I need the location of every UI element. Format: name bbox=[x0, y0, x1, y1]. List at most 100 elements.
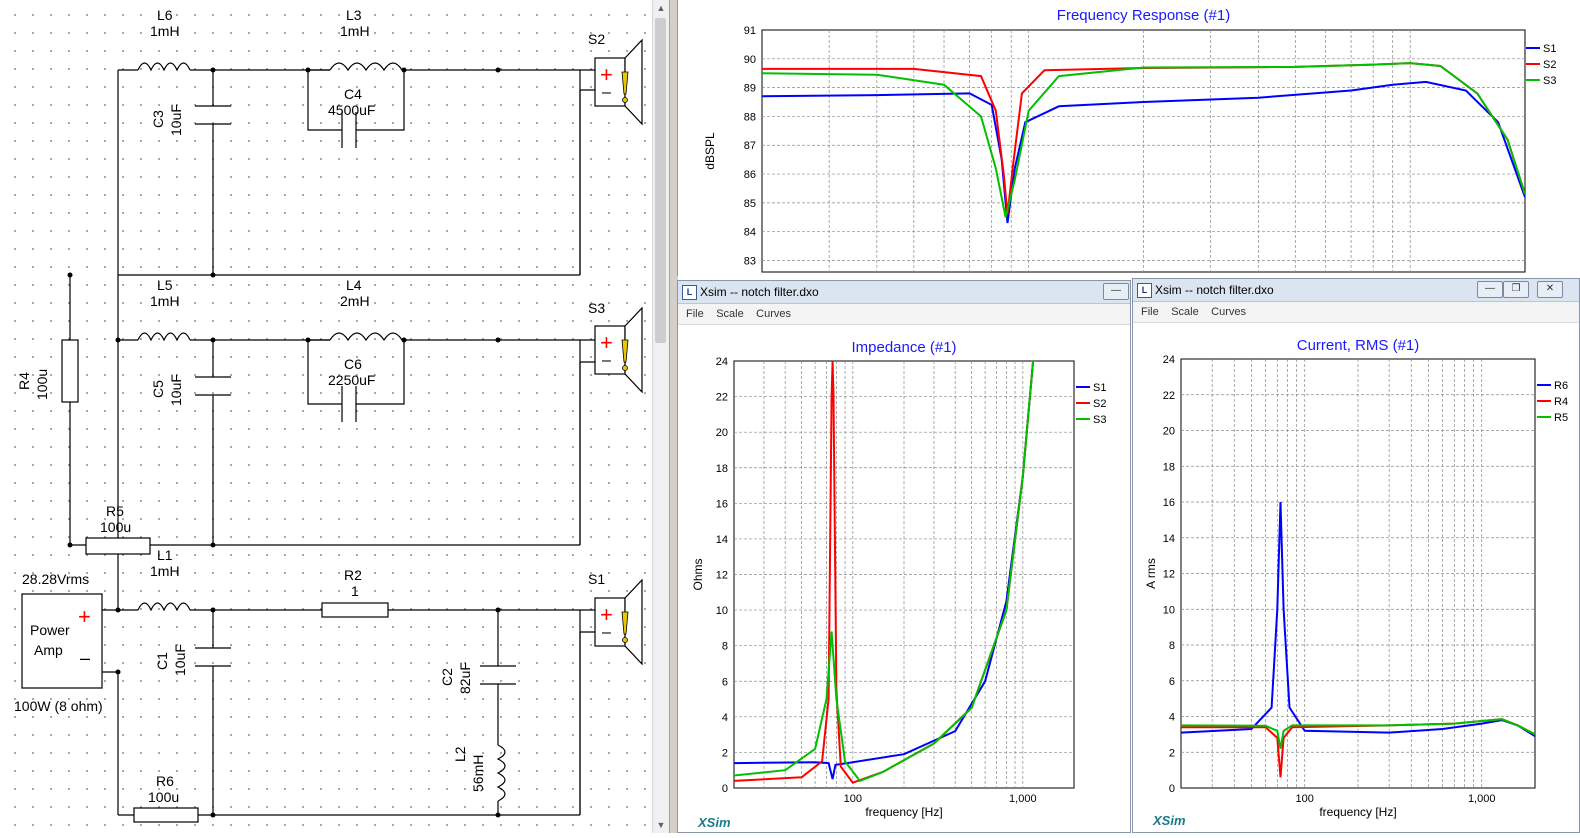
x-tick-label: 1,000 bbox=[1009, 793, 1037, 805]
label-l1-name: L1 bbox=[157, 547, 173, 563]
impedance-window[interactable]: L Xsim -- notch filter.dxo — File Scale … bbox=[677, 280, 1131, 833]
app-icon: L bbox=[1137, 283, 1152, 298]
speaker-s2-minus-icon: – bbox=[602, 84, 611, 101]
schematic-vertical-scrollbar[interactable]: ▲ ▼ bbox=[652, 0, 669, 833]
chart-title: Frequency Response (#1) bbox=[1057, 7, 1230, 24]
minimize-icon[interactable]: — bbox=[1477, 281, 1503, 298]
speaker-s3-box bbox=[594, 325, 626, 375]
y-tick-label: 87 bbox=[744, 140, 756, 152]
label-c6-name: C6 bbox=[344, 356, 362, 372]
speaker-s1-minus-icon: – bbox=[602, 624, 611, 641]
scroll-up-icon[interactable]: ▲ bbox=[656, 3, 666, 13]
series-line-r6 bbox=[1181, 501, 1535, 738]
y-tick-label: 16 bbox=[716, 498, 728, 510]
current-titlebar[interactable]: L Xsim -- notch filter.dxo — ❐ ✕ bbox=[1133, 279, 1579, 302]
label-l3-name: L3 bbox=[346, 7, 362, 23]
label-l2-value: 56mH bbox=[470, 754, 486, 792]
label-c1-value: 10uF bbox=[172, 644, 188, 676]
power-amp-box bbox=[21, 593, 103, 689]
scroll-thumb[interactable] bbox=[655, 18, 666, 343]
y-tick-label: 85 bbox=[744, 198, 756, 210]
close-icon[interactable]: ✕ bbox=[1537, 281, 1563, 298]
label-r4-name: R4 bbox=[16, 372, 32, 390]
x-tick-label: 100 bbox=[844, 793, 862, 805]
x-tick-label: 1,000 bbox=[1468, 793, 1496, 805]
label-r5-value: 100u bbox=[100, 519, 132, 535]
label-l1-value: 1mH bbox=[150, 563, 180, 579]
label-amp-line2: Amp bbox=[34, 642, 63, 658]
series-line-s3 bbox=[734, 361, 1035, 783]
label-s2: S2 bbox=[588, 31, 606, 47]
menu-file[interactable]: File bbox=[686, 308, 704, 320]
label-s1: S1 bbox=[588, 571, 606, 587]
menu-curves[interactable]: Curves bbox=[1211, 306, 1247, 318]
speaker-s3-cone bbox=[624, 306, 643, 394]
series-line-r5 bbox=[1181, 718, 1535, 749]
x-axis-label: frequency [Hz] bbox=[1319, 805, 1396, 819]
menu-file[interactable]: File bbox=[1141, 306, 1159, 318]
speaker-s1-plus-icon: + bbox=[600, 602, 613, 627]
y-axis-label: A rms bbox=[1144, 558, 1158, 589]
y-tick-label: 2 bbox=[722, 747, 728, 759]
app-icon: L bbox=[682, 285, 697, 300]
label-c4-name: C4 bbox=[344, 86, 362, 102]
y-tick-label: 88 bbox=[744, 111, 756, 123]
y-tick-label: 4 bbox=[722, 712, 728, 724]
frequency-response-window[interactable]: 91 90 89 88 87 86 85 84 83 Frequency Response (#1… bbox=[677, 0, 1579, 276]
legend-label-s2: S2 bbox=[1543, 59, 1556, 71]
y-tick-label: 18 bbox=[716, 463, 728, 475]
label-c3-name: C3 bbox=[150, 110, 166, 128]
amp-plus-icon: + bbox=[78, 604, 91, 629]
legend-label-r4: R4 bbox=[1554, 396, 1568, 408]
y-tick-label: 12 bbox=[1163, 569, 1175, 581]
impedance-titlebar[interactable]: L Xsim -- notch filter.dxo — bbox=[678, 281, 1130, 304]
label-c2-value: 82uF bbox=[457, 662, 473, 694]
y-tick-label: 0 bbox=[722, 783, 728, 795]
label-r6-name: R6 bbox=[156, 773, 174, 789]
current-window[interactable]: L Xsim -- notch filter.dxo — ❐ ✕ File Sc… bbox=[1132, 278, 1580, 833]
schematic-drawing bbox=[21, 38, 643, 823]
y-tick-label: 10 bbox=[716, 605, 728, 617]
y-tick-label: 18 bbox=[1163, 461, 1175, 473]
speaker-s2-plus-icon: + bbox=[600, 62, 613, 87]
label-l5-name: L5 bbox=[157, 277, 173, 293]
legend-label-r5: R5 bbox=[1554, 412, 1568, 424]
label-c1-name: C1 bbox=[154, 652, 170, 670]
y-tick-label: 83 bbox=[744, 255, 756, 267]
y-axis-label: dBSPL bbox=[703, 132, 717, 170]
r6-body bbox=[133, 807, 199, 823]
speaker-s3-plus-icon: + bbox=[600, 330, 613, 355]
current-window-title: Xsim -- notch filter.dxo bbox=[1155, 283, 1274, 297]
restore-icon[interactable]: ❐ bbox=[1503, 281, 1529, 298]
label-c4-value: 4500uF bbox=[328, 102, 376, 118]
label-amp-voltage: 28.28Vrms bbox=[22, 571, 90, 587]
label-r5-name: R5 bbox=[106, 503, 124, 519]
legend-label-s1: S1 bbox=[1543, 43, 1556, 55]
y-tick-label: 16 bbox=[1163, 497, 1175, 509]
chart-title: Impedance (#1) bbox=[851, 339, 956, 356]
menu-curves[interactable]: Curves bbox=[756, 308, 792, 320]
xsim-logo: XSim bbox=[1153, 813, 1186, 828]
y-tick-label: 24 bbox=[716, 356, 728, 368]
label-l6-name: L6 bbox=[157, 7, 173, 23]
label-l5-value: 1mH bbox=[150, 293, 180, 309]
y-tick-label: 90 bbox=[744, 54, 756, 66]
label-c3-value: 10uF bbox=[168, 104, 184, 136]
speaker-s3-minus-icon: – bbox=[602, 352, 611, 369]
label-s3: S3 bbox=[588, 300, 606, 316]
y-tick-label: 22 bbox=[716, 392, 728, 404]
schematic-canvas[interactable]: L6 1mH L3 1mH C4 4500uF C3 10uF S2 L5 1m… bbox=[0, 0, 652, 833]
y-tick-label: 0 bbox=[1169, 783, 1175, 795]
y-tick-label: 6 bbox=[1169, 676, 1175, 688]
menu-scale[interactable]: Scale bbox=[1171, 306, 1199, 318]
speaker-s2-cone bbox=[624, 38, 643, 126]
legend-label-r6: R6 bbox=[1554, 380, 1568, 392]
menu-scale[interactable]: Scale bbox=[716, 308, 744, 320]
amp-minus-icon: – bbox=[80, 648, 91, 668]
impedance-menubar: File Scale Curves bbox=[678, 304, 1130, 325]
minimize-icon[interactable]: — bbox=[1103, 283, 1129, 300]
y-tick-label: 14 bbox=[1163, 533, 1175, 545]
scroll-down-icon[interactable]: ▼ bbox=[656, 820, 666, 830]
